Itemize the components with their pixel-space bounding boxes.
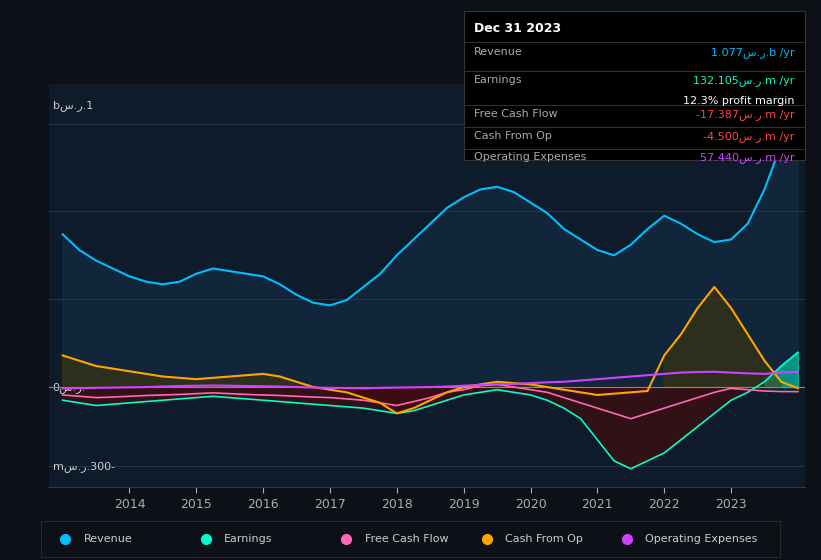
- Text: Cash From Op: Cash From Op: [505, 534, 583, 544]
- Text: Revenue: Revenue: [84, 534, 133, 544]
- Text: Operating Expenses: Operating Expenses: [474, 152, 586, 162]
- Text: Free Cash Flow: Free Cash Flow: [365, 534, 448, 544]
- Text: -4.500س.ر.m /yr: -4.500س.ر.m /yr: [703, 132, 795, 142]
- Text: 132.105س.ر.m /yr: 132.105س.ر.m /yr: [693, 75, 795, 86]
- Text: 57.440س.ر.m /yr: 57.440س.ر.m /yr: [699, 152, 795, 163]
- Text: mس.ر.300-: mس.ر.300-: [53, 461, 115, 472]
- Text: bس.ر.1: bس.ر.1: [53, 100, 93, 111]
- Text: Earnings: Earnings: [474, 75, 523, 85]
- Text: 0س.ر.: 0س.ر.: [53, 382, 86, 393]
- Text: Free Cash Flow: Free Cash Flow: [474, 109, 557, 119]
- Text: Revenue: Revenue: [474, 47, 523, 57]
- Text: -17.387س.ر.m /yr: -17.387س.ر.m /yr: [695, 109, 795, 120]
- Text: 1.077س.ر.b /yr: 1.077س.ر.b /yr: [711, 47, 795, 58]
- Text: Dec 31 2023: Dec 31 2023: [474, 22, 562, 35]
- Text: Cash From Op: Cash From Op: [474, 132, 552, 142]
- Text: Earnings: Earnings: [224, 534, 273, 544]
- Text: Operating Expenses: Operating Expenses: [645, 534, 758, 544]
- Text: 12.3% profit margin: 12.3% profit margin: [683, 96, 795, 106]
